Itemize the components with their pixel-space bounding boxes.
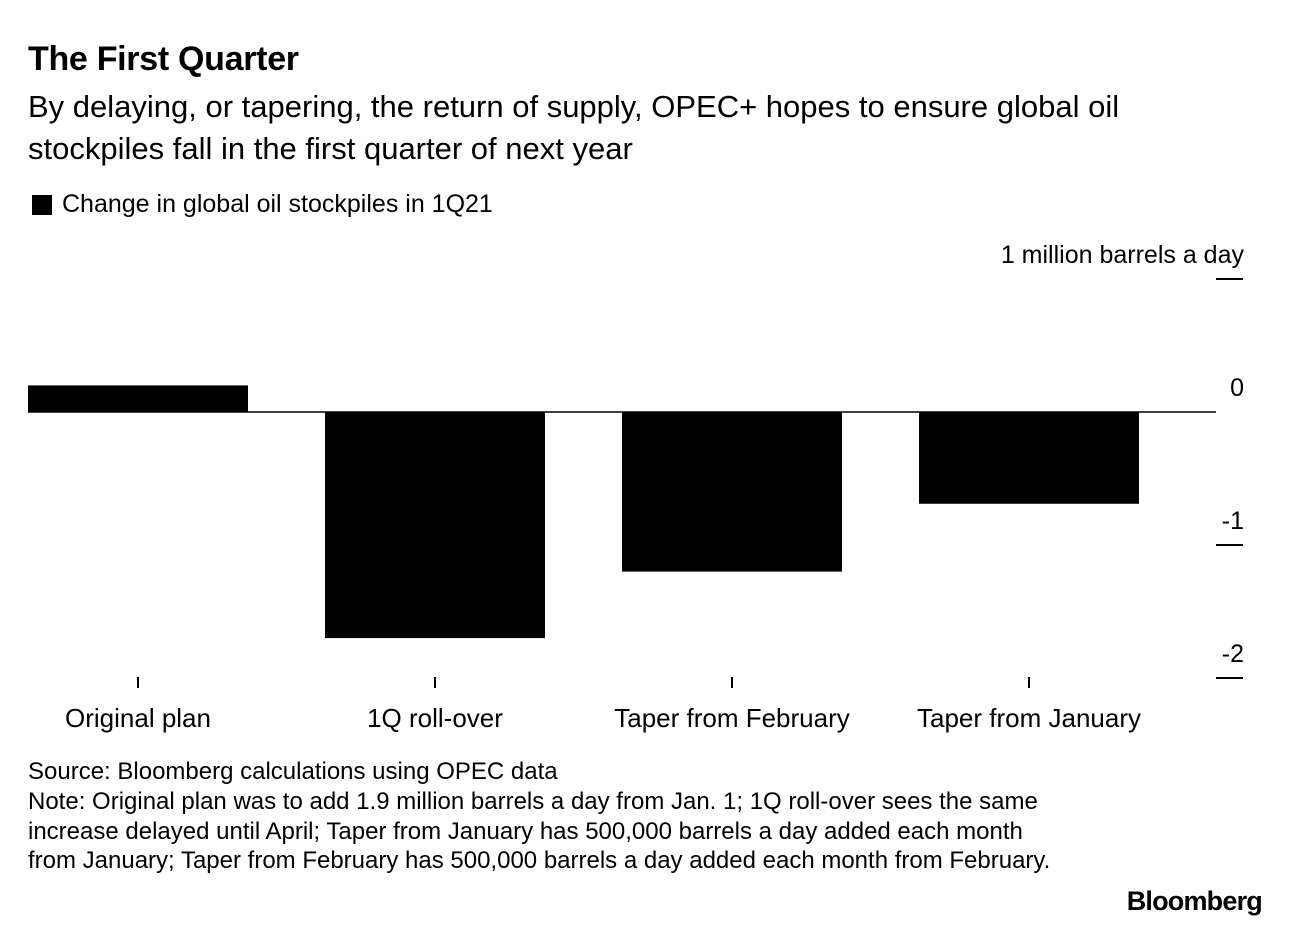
- x-tick-label: 1Q roll-over: [367, 703, 503, 733]
- x-tick-label: Original plan: [65, 703, 211, 733]
- legend-swatch: [32, 194, 52, 215]
- legend-label: Change in global oil stockpiles in 1Q21: [62, 190, 493, 218]
- y-tick-label: 0: [1230, 374, 1244, 402]
- legend: Change in global oil stockpiles in 1Q21: [32, 190, 493, 219]
- bar-0: [28, 385, 248, 412]
- note-text: Note: Original plan was to add 1.9 milli…: [28, 788, 1051, 874]
- x-tick-label: Taper from February: [614, 703, 850, 733]
- x-tick-label: Taper from January: [917, 703, 1141, 733]
- bar-chart: 1 million barrels a day 0 -1 -2 Original pla…: [28, 241, 1245, 733]
- y-tick-label: -1: [1222, 507, 1244, 535]
- bar-2: [622, 412, 842, 572]
- chart-subtitle: By delaying, or tapering, the return of …: [28, 89, 1120, 166]
- chart-title: The First Quarter: [28, 40, 299, 78]
- bar-3: [919, 412, 1139, 504]
- y-tick-label: -2: [1222, 640, 1244, 668]
- bloomberg-logo: Bloomberg: [1126, 886, 1263, 916]
- bar-1: [325, 412, 545, 639]
- y-tick-label: 1 million barrels a day: [1001, 241, 1245, 269]
- source-text: Source: Bloomberg calculations using OPE…: [28, 758, 558, 785]
